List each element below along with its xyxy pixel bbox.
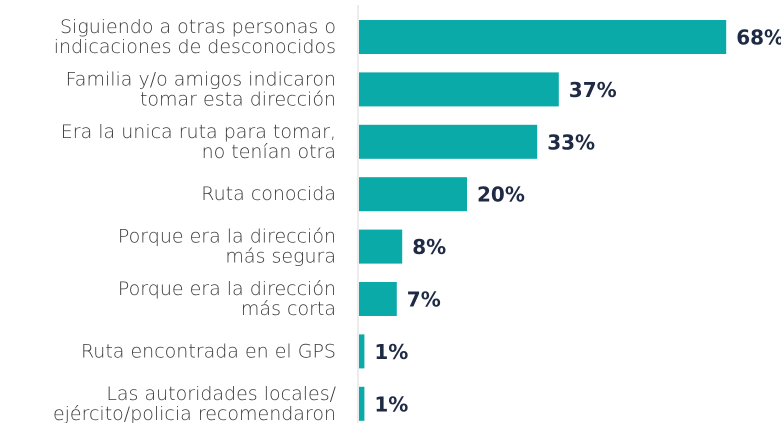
value-label: 20% [477, 183, 525, 207]
category-label: Ruta encontrada en el GPS [81, 340, 336, 362]
bar [359, 334, 365, 369]
value-label: 7% [407, 288, 441, 312]
category-label: Ruta conocida [201, 183, 336, 205]
category-label: Familia y/o amigos indicaron tomar esta d… [66, 68, 336, 110]
bar [359, 20, 727, 54]
category-label: Porque era la dirección más corta [118, 278, 336, 320]
bar [359, 386, 365, 421]
category-label: Siguiendo a otras personas o indicaciones… [54, 16, 336, 58]
value-label: 1% [374, 340, 408, 364]
bar [359, 72, 559, 107]
value-label: 8% [412, 235, 446, 259]
category-label: Era la unica ruta para tomar, no tenían o… [61, 120, 336, 162]
bar [359, 282, 397, 316]
category-label: Las autoridades locales/ejército/policia… [53, 382, 337, 423]
value-label: 1% [374, 392, 408, 416]
bar [359, 177, 467, 212]
category-label: Porque era la dirección más segura [118, 225, 336, 267]
value-label: 33% [547, 130, 595, 154]
value-label: 37% [569, 78, 617, 102]
bar [359, 229, 403, 264]
value-label: 68% [736, 26, 781, 50]
bar [359, 124, 538, 159]
